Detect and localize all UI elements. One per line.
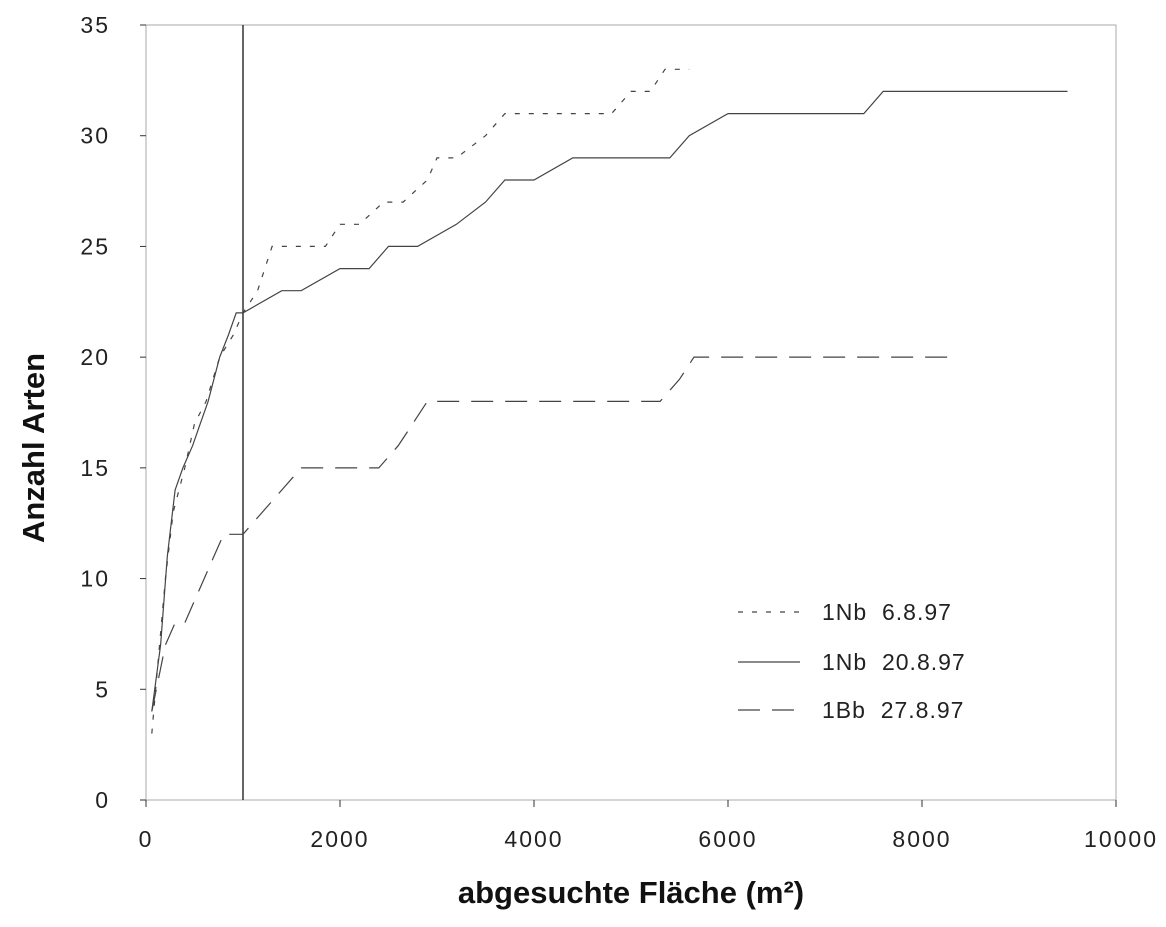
x-axis-ticks: 0 2000 4000 6000 8000 10000 <box>139 800 1158 852</box>
y-tick-label: 30 <box>80 123 110 149</box>
x-tick-label: 6000 <box>698 826 757 852</box>
legend-label: 1Nb 6.8.97 <box>822 599 952 625</box>
legend-label: 1Bb 27.8.97 <box>822 697 964 723</box>
x-tick-label: 10000 <box>1084 826 1158 852</box>
y-tick-label: 0 <box>95 787 110 813</box>
y-tick-label: 20 <box>80 344 110 370</box>
y-tick-label: 10 <box>80 566 110 592</box>
x-tick-label: 0 <box>139 826 154 852</box>
y-tick-label: 5 <box>95 676 110 702</box>
series-line <box>151 68 690 734</box>
y-tick-label: 15 <box>80 455 110 481</box>
legend: 1Nb 6.8.97 1Nb 20.8.97 1Bb 27.8.97 <box>738 599 966 723</box>
y-tick-label: 35 <box>80 12 110 38</box>
legend-label: 1Nb 20.8.97 <box>822 649 966 675</box>
y-tick-label: 25 <box>80 233 110 259</box>
y-axis-ticks: 0 5 10 15 20 25 30 35 <box>80 12 146 813</box>
x-axis-title: abgesuchte Fläche (m²) <box>458 875 804 910</box>
series-lines <box>151 68 1068 734</box>
plot-frame <box>145 24 1117 801</box>
x-tick-label: 2000 <box>310 826 369 852</box>
x-tick-label: 8000 <box>892 826 951 852</box>
x-tick-label: 4000 <box>504 826 563 852</box>
y-axis-title: Anzahl Arten <box>16 353 51 543</box>
series-line <box>151 90 1068 712</box>
series-line <box>151 356 952 712</box>
